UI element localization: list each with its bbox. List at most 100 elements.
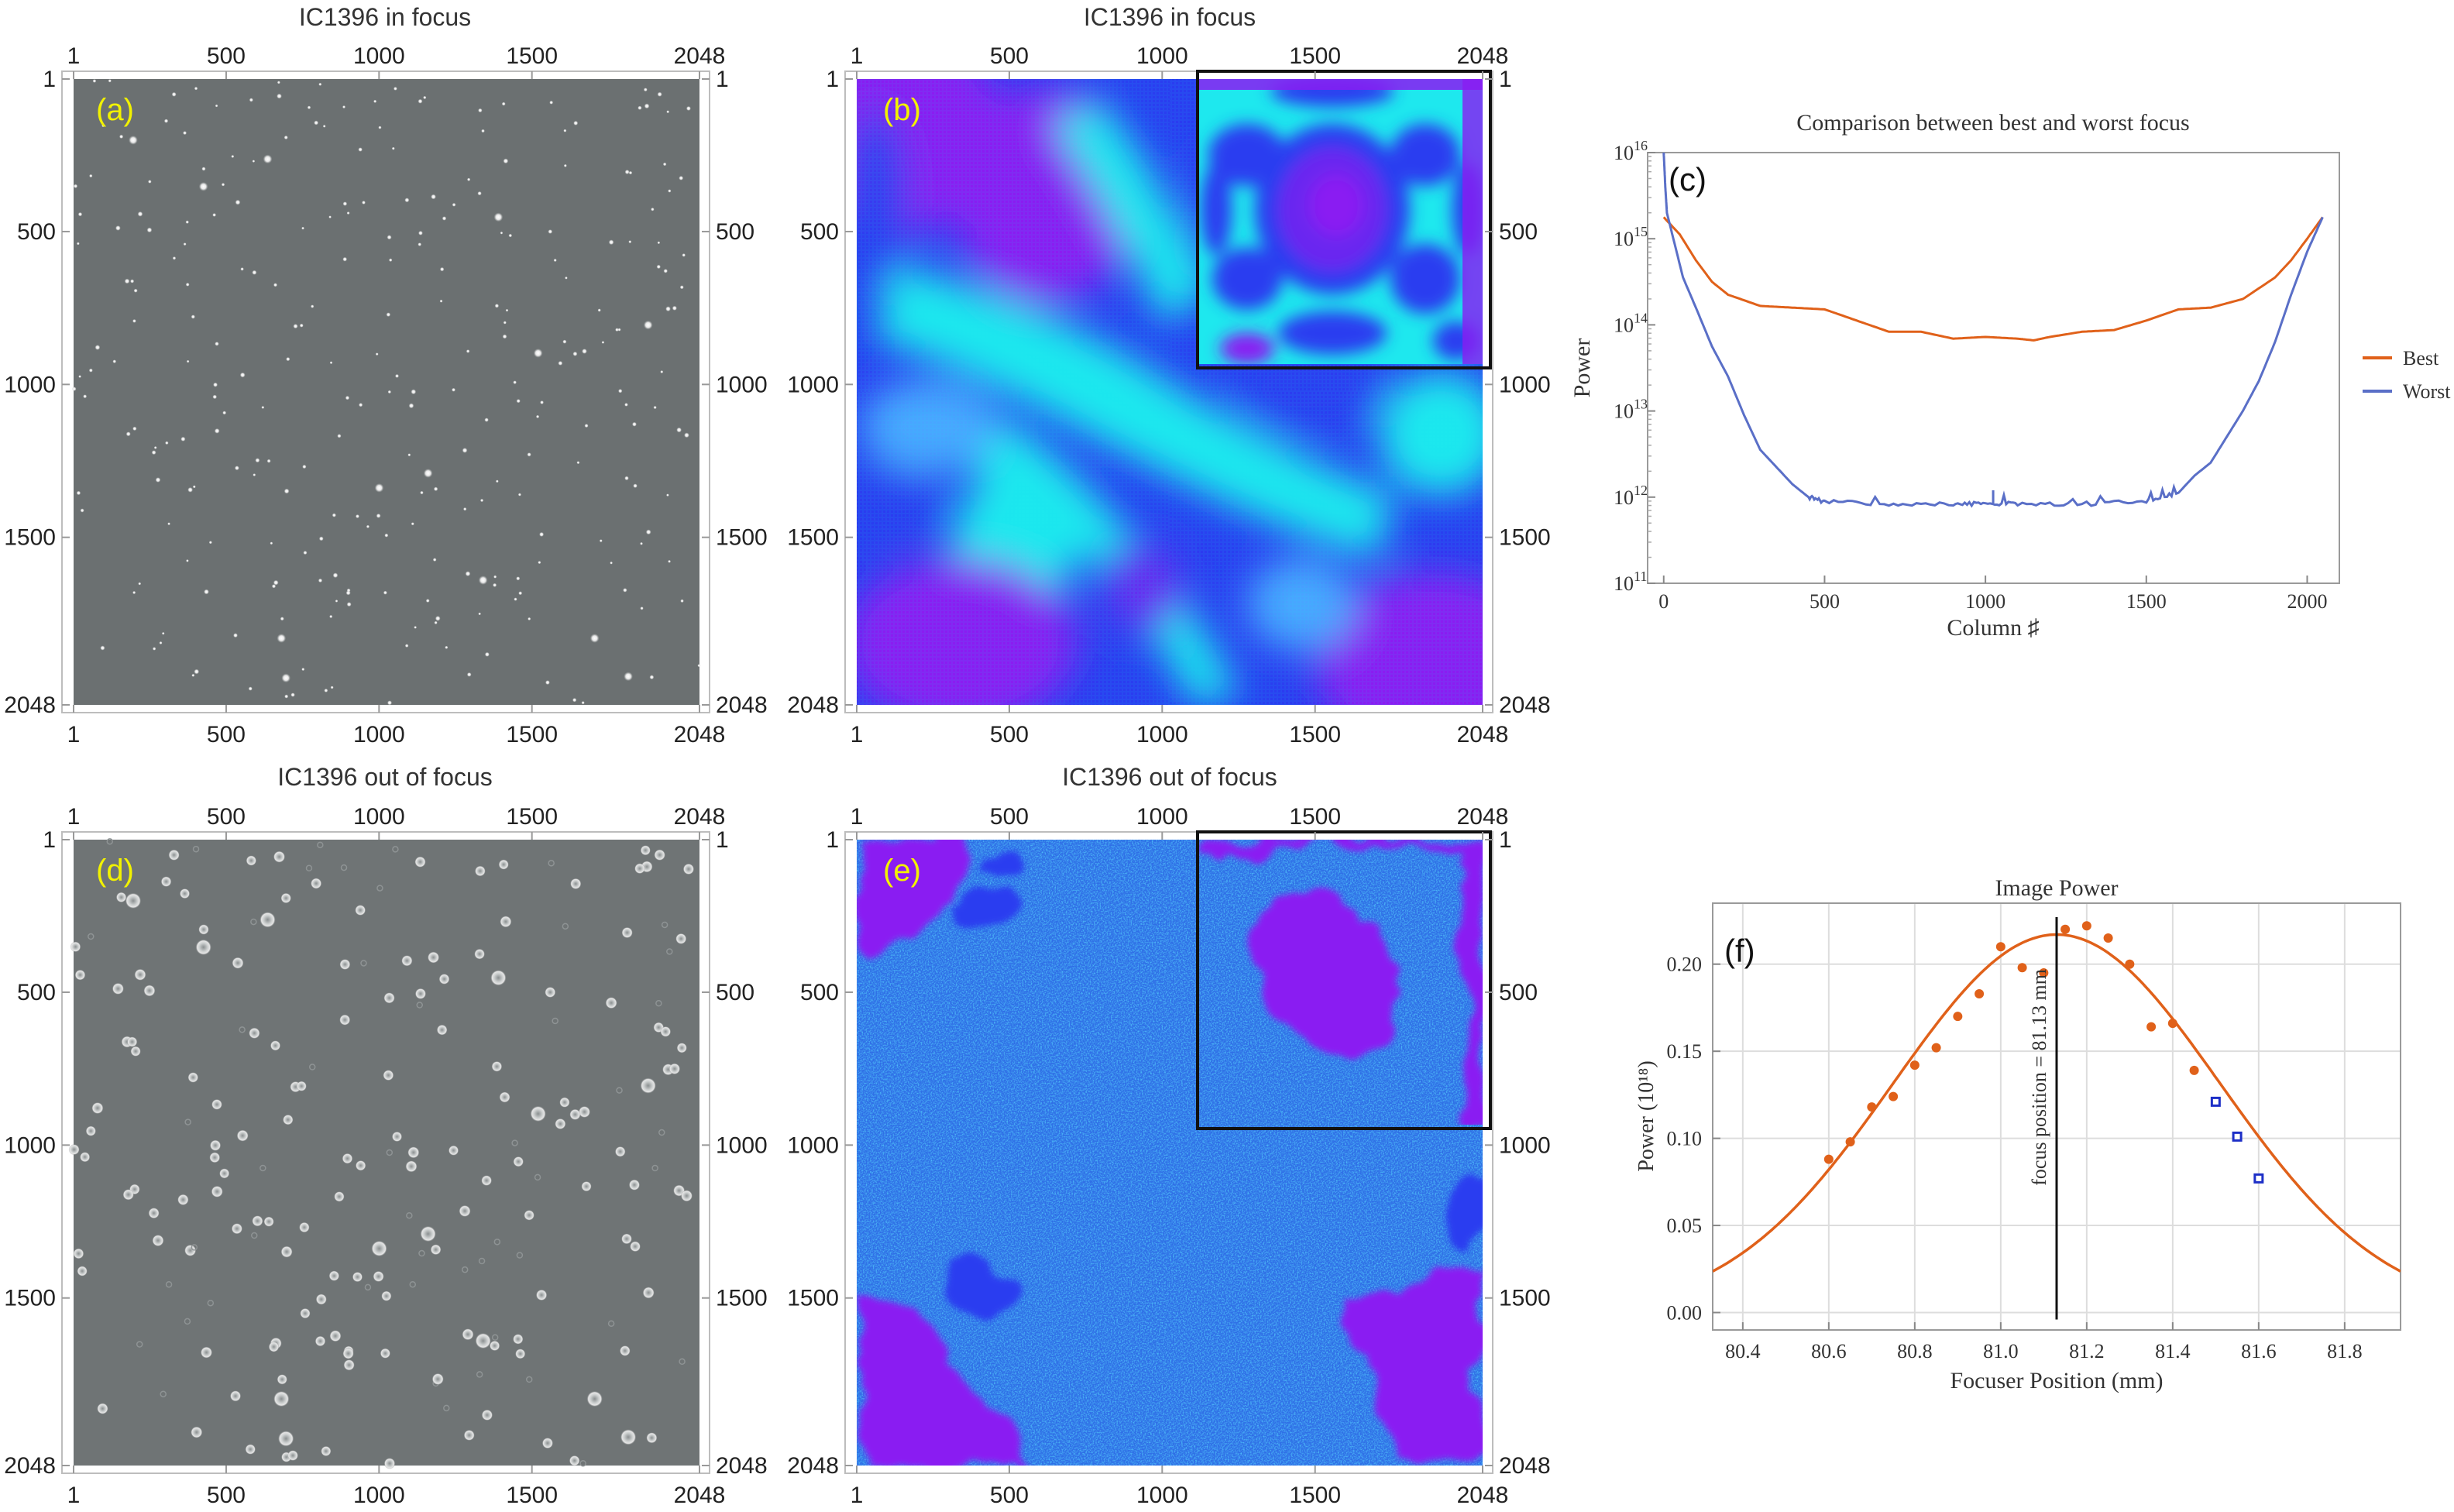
panel-b: IC1396 in focus — [787, 3, 1551, 747]
legend-best-label: Best — [2403, 347, 2439, 369]
x-tick-label-top: 1500 — [1289, 804, 1341, 830]
panel-a-image — [74, 79, 699, 705]
defocused-star — [219, 1168, 230, 1179]
defocused-star — [296, 1081, 307, 1091]
star — [76, 490, 81, 496]
y-tick-label-left: 2048 — [4, 1453, 56, 1479]
star — [342, 256, 348, 262]
star — [660, 370, 664, 374]
star — [108, 79, 112, 83]
chart-c-axes: 0 500 1000 1500 2000 1011 1012 1013 1014 1015 1016 — [1614, 138, 2327, 613]
star — [342, 105, 346, 109]
f-y-tick-label: 0.05 — [1667, 1215, 1703, 1237]
star — [318, 536, 324, 541]
panel-e-frame — [844, 831, 1493, 1474]
star — [679, 285, 684, 290]
star — [215, 342, 219, 346]
star — [502, 334, 507, 339]
x-tick-label-bottom: 1000 — [353, 1483, 405, 1508]
defocused-star — [513, 1156, 524, 1167]
star — [78, 375, 81, 378]
y-tick-label-left: 1500 — [787, 1286, 839, 1311]
defocused-star — [569, 878, 582, 890]
panel-b-frame — [844, 70, 1493, 713]
defocused-star — [605, 997, 617, 1009]
defocused-star — [211, 1185, 223, 1198]
defocused-star — [462, 1328, 474, 1341]
defocused-star — [586, 1390, 603, 1407]
star — [649, 675, 655, 680]
x-tick-label-bottom: 500 — [207, 722, 246, 747]
star — [329, 361, 333, 365]
star — [342, 201, 348, 206]
star — [433, 486, 438, 492]
star — [618, 389, 623, 393]
f-x-tick-label: 80.8 — [1897, 1340, 1933, 1363]
star — [411, 389, 417, 395]
excluded-data-point — [2210, 1096, 2221, 1107]
star — [187, 486, 194, 493]
f-x-tick-label: 80.4 — [1725, 1340, 1761, 1363]
defocused-star — [386, 1149, 394, 1156]
defocused-star — [308, 1064, 316, 1070]
defocused-star — [661, 921, 668, 929]
star — [180, 436, 186, 442]
star — [212, 213, 217, 217]
x-tick-label-bottom: 500 — [990, 722, 1029, 747]
defocused-star — [499, 1091, 510, 1103]
defocused-star — [383, 1070, 394, 1081]
x-tick-label-top: 1000 — [353, 43, 405, 69]
x-tick-label-top: 1500 — [1289, 43, 1341, 69]
star — [638, 105, 642, 110]
star — [601, 341, 605, 344]
chart-f-axes: 80.4 80.6 80.8 81.0 81.2 81.4 81.6 81.8 0.00 0.05… — [1667, 954, 2363, 1363]
x-tick-label-bottom: 2048 — [674, 722, 726, 747]
star — [332, 572, 339, 579]
defocused-star — [666, 948, 673, 955]
star — [565, 276, 568, 280]
panel-a-title: IC1396 in focus — [299, 3, 471, 31]
defocused-star — [640, 1077, 657, 1094]
defocused-star — [491, 1334, 499, 1341]
defocused-star — [675, 933, 687, 945]
star — [657, 91, 662, 97]
y-tick-label-left: 500 — [800, 219, 839, 245]
defocused-star — [619, 1345, 631, 1356]
defocused-star — [259, 1164, 266, 1172]
y-tick-label-left: 1000 — [4, 1132, 56, 1158]
star — [388, 258, 393, 262]
data-point — [2167, 1019, 2177, 1029]
defocused-star — [373, 1270, 384, 1283]
star — [651, 207, 655, 211]
defocused-star — [136, 1341, 143, 1348]
defocused-star — [376, 885, 383, 892]
star — [248, 686, 253, 691]
f-x-tick-label: 81.8 — [2327, 1340, 2363, 1363]
star — [152, 647, 156, 651]
chart-f-frame — [1712, 902, 2401, 1331]
defocused-star — [448, 1145, 459, 1156]
star — [423, 469, 433, 478]
star — [249, 98, 253, 102]
panel-b-inset-frame — [1196, 70, 1492, 369]
panel-e-inset-frame — [1196, 830, 1492, 1130]
defocused-star — [383, 992, 395, 1004]
star — [624, 403, 628, 407]
defocused-star — [74, 969, 86, 981]
x-tick-label-bottom: 1500 — [506, 1483, 558, 1508]
defocused-star — [478, 1257, 486, 1265]
defocused-star — [414, 856, 426, 868]
y-tick-label-right: 1000 — [1499, 1132, 1551, 1158]
defocused-star — [236, 1129, 249, 1142]
y-tick-label-left: 1000 — [4, 372, 56, 397]
star — [668, 559, 672, 563]
star — [186, 359, 190, 363]
defocused-star — [658, 1129, 665, 1136]
star — [192, 485, 196, 489]
data-point — [2039, 967, 2049, 978]
series-best-line — [1662, 216, 2324, 342]
f-x-tick-label: 80.6 — [1811, 1340, 1847, 1363]
data-point — [2017, 963, 2027, 973]
star — [284, 488, 290, 494]
c-x-tick-label: 2000 — [2287, 590, 2327, 613]
